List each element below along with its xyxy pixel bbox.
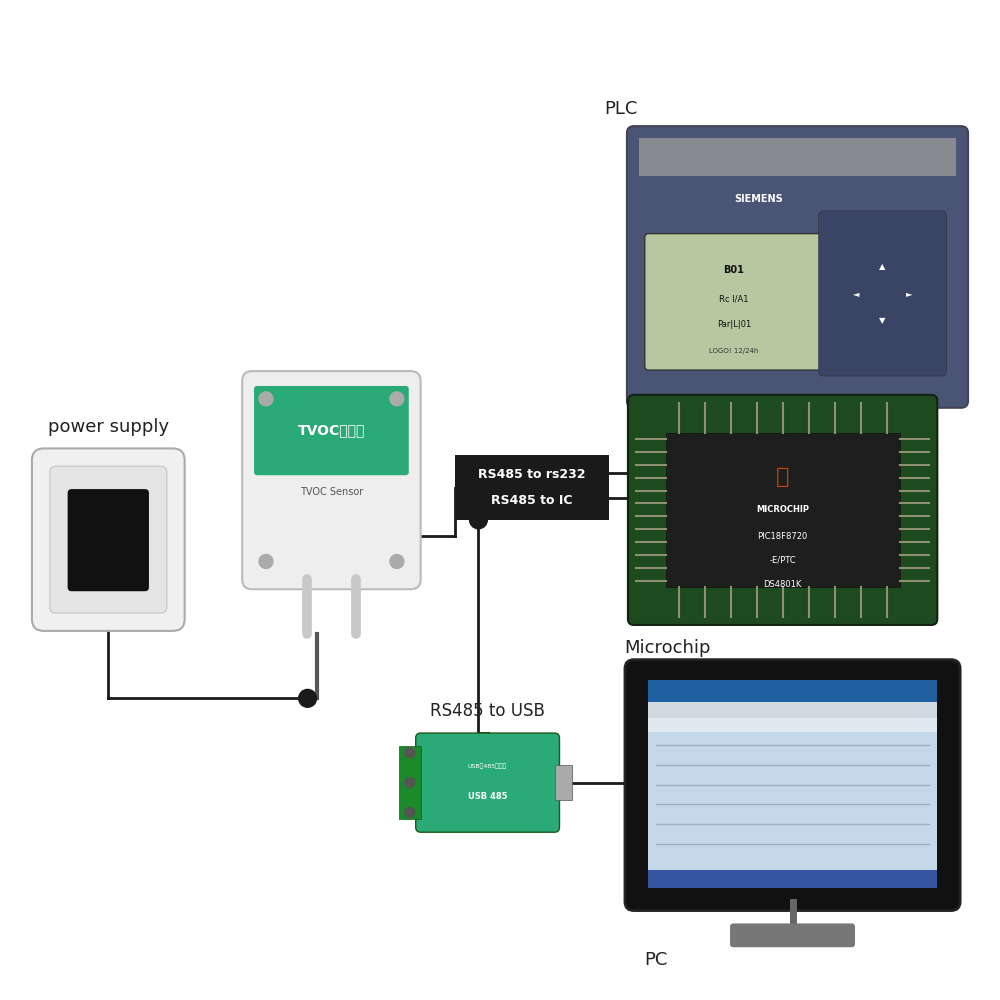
FancyBboxPatch shape xyxy=(627,126,968,408)
Text: TVOC传感器: TVOC传感器 xyxy=(298,424,365,438)
Bar xyxy=(642,140,665,174)
Text: Par|L|01: Par|L|01 xyxy=(717,320,751,329)
Text: ▼: ▼ xyxy=(879,316,886,325)
Circle shape xyxy=(405,807,415,817)
FancyBboxPatch shape xyxy=(68,489,149,591)
FancyBboxPatch shape xyxy=(730,923,855,947)
Text: USB转485转换器: USB转485转换器 xyxy=(468,764,507,769)
Bar xyxy=(875,140,898,174)
Text: RS485 to USB: RS485 to USB xyxy=(430,702,545,720)
FancyBboxPatch shape xyxy=(50,466,167,613)
FancyBboxPatch shape xyxy=(32,448,185,631)
Bar xyxy=(927,140,950,174)
FancyBboxPatch shape xyxy=(645,234,823,370)
Text: LOGO! 12/24h: LOGO! 12/24h xyxy=(709,348,759,354)
FancyBboxPatch shape xyxy=(628,395,937,625)
Bar xyxy=(694,140,717,174)
Text: ◄: ◄ xyxy=(853,289,859,298)
Circle shape xyxy=(259,392,273,406)
Text: Rc I/A1: Rc I/A1 xyxy=(719,295,749,304)
FancyBboxPatch shape xyxy=(254,386,409,475)
Bar xyxy=(648,702,937,718)
Text: ▲: ▲ xyxy=(879,262,886,271)
Text: -E/PTC: -E/PTC xyxy=(769,556,796,565)
Circle shape xyxy=(299,689,317,707)
FancyBboxPatch shape xyxy=(666,433,900,587)
Text: PIC18F8720: PIC18F8720 xyxy=(758,532,808,541)
Bar xyxy=(639,138,956,176)
Bar xyxy=(648,870,937,888)
Circle shape xyxy=(405,748,415,758)
FancyBboxPatch shape xyxy=(455,455,609,520)
FancyBboxPatch shape xyxy=(819,211,946,376)
Bar xyxy=(772,140,795,174)
Text: Microchip: Microchip xyxy=(624,639,710,657)
Text: RS485 to IC: RS485 to IC xyxy=(491,494,573,507)
Bar xyxy=(746,140,769,174)
Text: MICROCHIP: MICROCHIP xyxy=(756,505,809,514)
Circle shape xyxy=(405,778,415,788)
Bar xyxy=(648,718,937,732)
Circle shape xyxy=(470,511,487,529)
Circle shape xyxy=(259,555,273,568)
Text: ►: ► xyxy=(906,289,913,298)
Text: B01: B01 xyxy=(723,265,744,275)
FancyBboxPatch shape xyxy=(625,660,960,911)
FancyBboxPatch shape xyxy=(648,680,937,888)
Bar xyxy=(648,680,937,702)
FancyBboxPatch shape xyxy=(555,765,572,800)
Bar xyxy=(901,140,924,174)
Bar xyxy=(798,140,820,174)
Text: DS4801K: DS4801K xyxy=(763,580,802,589)
Bar xyxy=(849,140,872,174)
Bar xyxy=(720,140,743,174)
Text: Ⓜ: Ⓜ xyxy=(776,467,789,487)
Circle shape xyxy=(390,392,404,406)
FancyBboxPatch shape xyxy=(399,746,421,819)
Bar xyxy=(823,140,846,174)
Bar xyxy=(668,140,691,174)
Text: TVOC Sensor: TVOC Sensor xyxy=(300,487,363,497)
Text: USB 485: USB 485 xyxy=(468,792,507,801)
Text: power supply: power supply xyxy=(48,418,169,436)
Text: RS485 to rs232: RS485 to rs232 xyxy=(478,468,586,481)
Text: PLC: PLC xyxy=(604,100,638,118)
FancyBboxPatch shape xyxy=(242,371,421,589)
Text: PC: PC xyxy=(644,951,667,969)
Text: SIEMENS: SIEMENS xyxy=(734,194,783,204)
FancyBboxPatch shape xyxy=(416,733,560,832)
Circle shape xyxy=(390,555,404,568)
